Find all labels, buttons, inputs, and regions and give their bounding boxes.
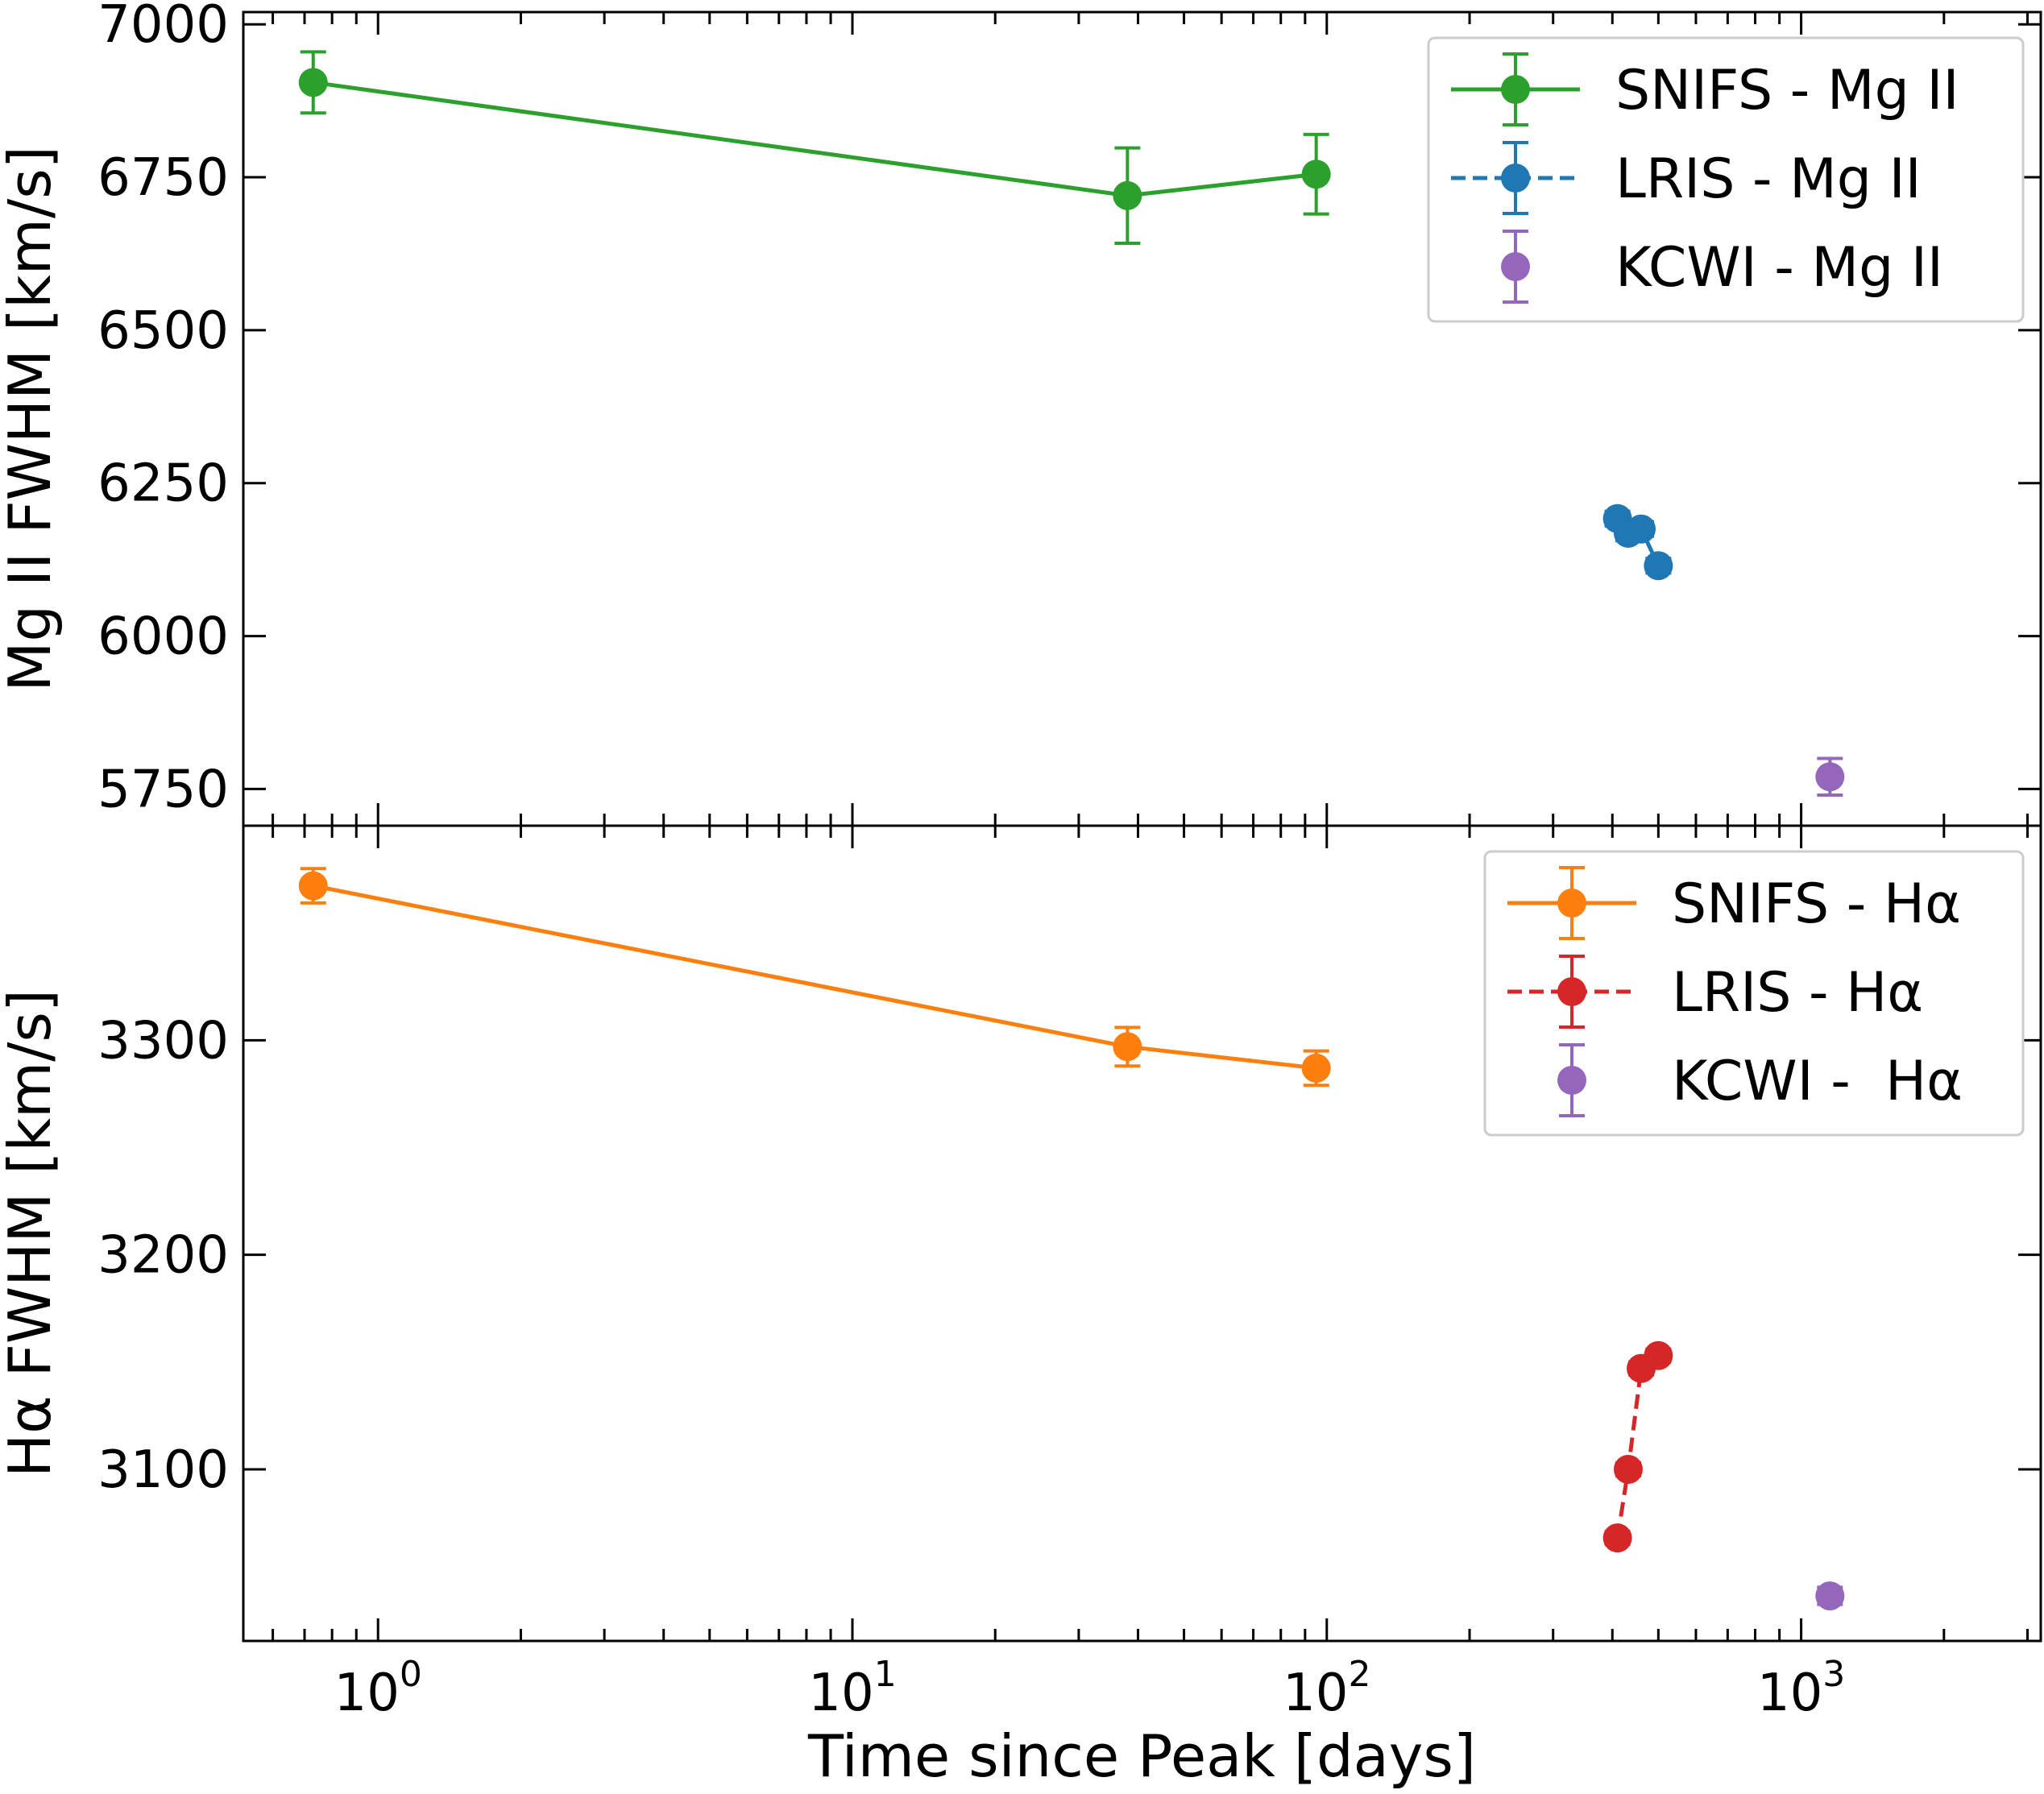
data-point [1113, 1032, 1142, 1062]
legend-box [1483, 850, 2025, 1137]
series-2 [1815, 756, 1845, 798]
data-point [1113, 180, 1142, 210]
legend-marker [1557, 1066, 1586, 1095]
series-line [313, 884, 1316, 1071]
y-axis-label: Mg II FWHM [km/s] [0, 146, 64, 692]
x-tick-label: 100 [334, 1654, 421, 1723]
legend-entry: LRIS - Hα [1507, 955, 1923, 1029]
x-tick-label: 102 [1283, 1654, 1370, 1723]
data-point [1301, 160, 1331, 189]
y-tick-label: 3100 [97, 1440, 229, 1500]
legend-marker [1501, 164, 1530, 193]
data-point [298, 68, 328, 97]
axes-frame [242, 824, 2042, 1643]
legend-label: SNIFS - Mg II [1615, 59, 1959, 122]
legend-box [1427, 36, 2025, 323]
data-point [1815, 762, 1845, 792]
data-point [298, 871, 328, 901]
legend-label: LRIS - Mg II [1615, 147, 1922, 211]
y-tick-label: 6250 [97, 454, 229, 514]
series-line [1615, 1353, 1660, 1539]
y-tick-label: 5750 [97, 760, 229, 819]
data-point [1815, 1581, 1845, 1611]
series-line [313, 80, 1316, 198]
legend-entry: KCWI - Mg II [1501, 230, 1943, 304]
series-0 [298, 867, 1331, 1088]
x-tick-label: 103 [1757, 1654, 1845, 1723]
legend-marker [1501, 252, 1530, 281]
series-2 [1815, 1581, 1845, 1611]
legend: SNIFS - Mg II LRIS - Mg II KCWI - Mg II [1427, 36, 2025, 323]
series-1 [1602, 1340, 1673, 1553]
mgii-panel: 5750 6000 6250 6500 6750 7000 Mg II FWHM [km/s… [0, 0, 2042, 827]
legend: SNIFS - Hα LRIS - Hα KCWI - Hα [1483, 850, 2025, 1137]
data-point [1613, 1454, 1643, 1484]
legend-marker [1557, 977, 1586, 1006]
y-tick-label: 6000 [97, 607, 229, 667]
series-1 [1602, 503, 1673, 581]
data-point [1644, 1340, 1673, 1370]
data-point [1644, 551, 1673, 581]
y-tick-label: 6750 [97, 148, 229, 208]
legend-entry: LRIS - Mg II [1451, 141, 1922, 215]
legend-label: LRIS - Hα [1672, 961, 1923, 1025]
data-point [1301, 1053, 1331, 1083]
y-tick-label: 6500 [97, 301, 229, 361]
legend-marker [1557, 889, 1586, 918]
x-axis-label: Time since Peak [days] [807, 1722, 1476, 1790]
data-point [1602, 1523, 1632, 1553]
series-0 [298, 50, 1331, 246]
y-axis-label: Hα FWHM [km/s] [0, 989, 64, 1477]
y-tick-label: 3200 [97, 1226, 229, 1286]
data-point [1627, 514, 1656, 544]
legend-entry: SNIFS - Mg II [1451, 52, 1959, 126]
legend-label: KCWI - Hα [1672, 1050, 1963, 1113]
y-tick-label: 3300 [97, 1011, 229, 1071]
legend-label: KCWI - Mg II [1615, 236, 1943, 300]
halpha-panel: 3100 3200 3300 100 101 102 103 Hα FWHM [km/s] Ti… [0, 824, 2042, 1790]
legend-marker [1501, 75, 1530, 104]
legend-entry: SNIFS - Hα [1507, 866, 1961, 940]
y-tick-label: 7000 [97, 0, 229, 55]
legend-entry: KCWI - Hα [1557, 1043, 1963, 1117]
x-tick-label: 101 [808, 1654, 896, 1723]
legend-label: SNIFS - Hα [1672, 872, 1961, 936]
